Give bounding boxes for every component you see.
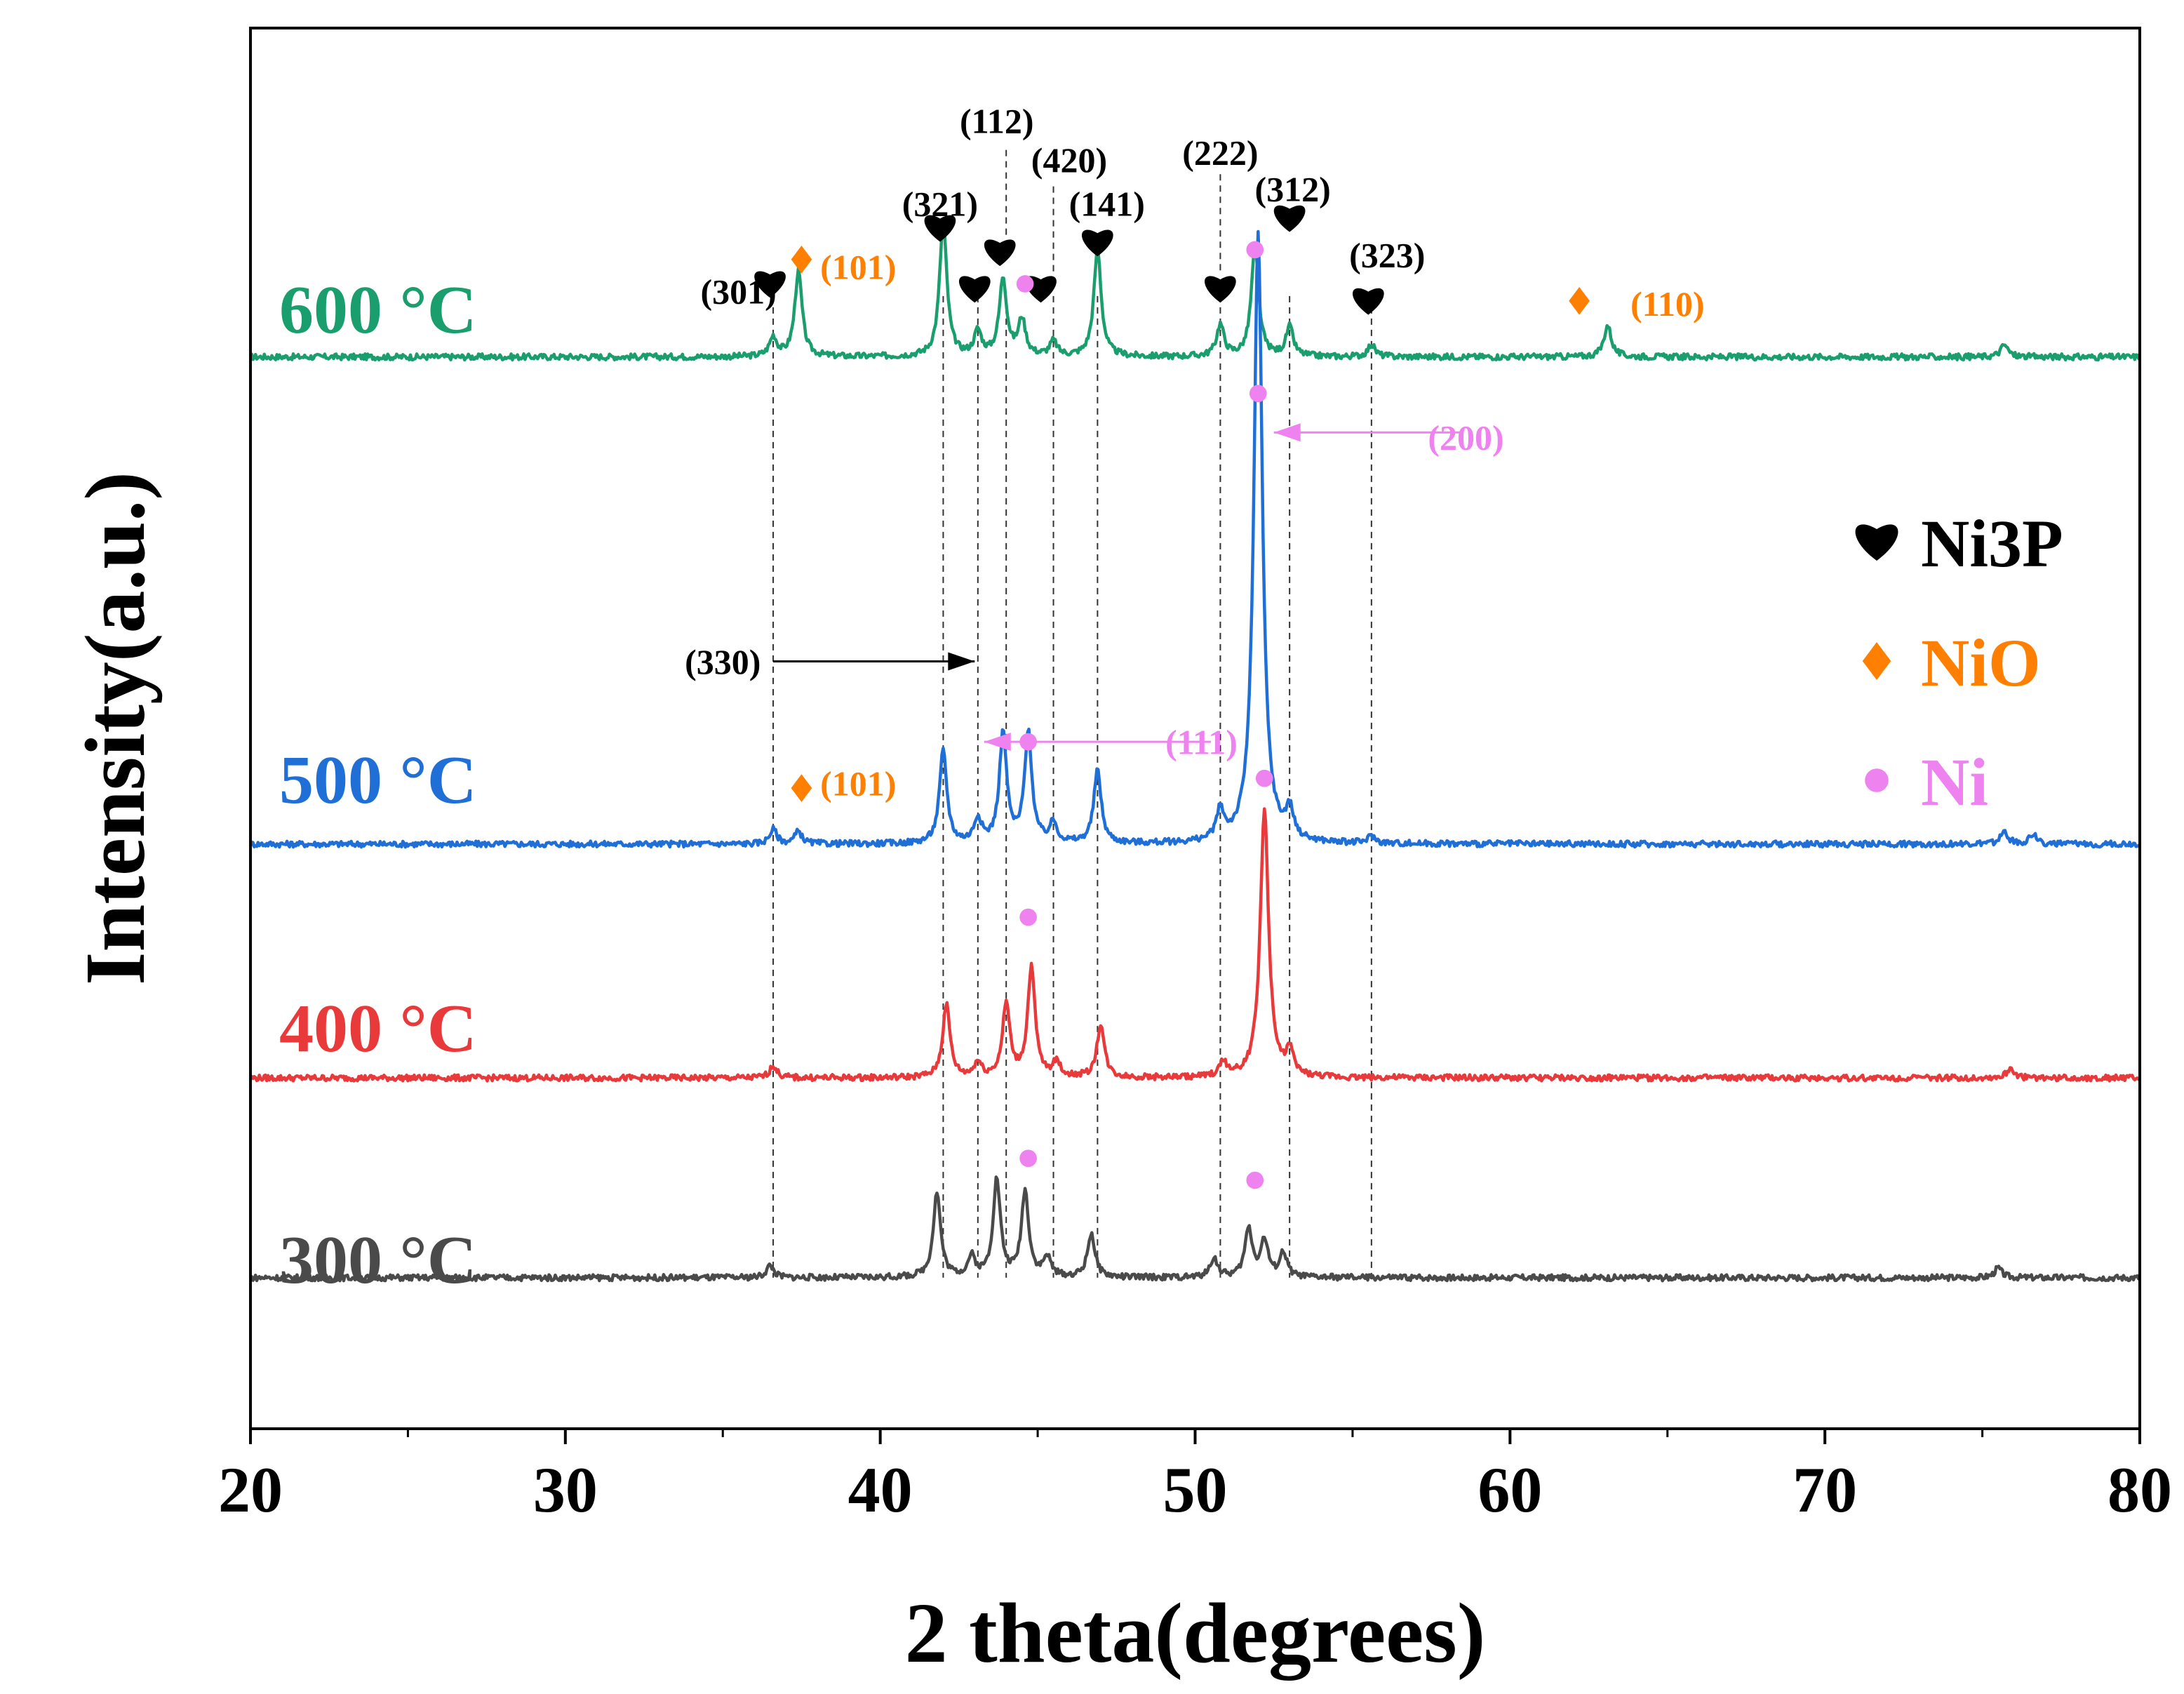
x-tick-label: 50 xyxy=(1163,1454,1228,1526)
axes-group: 20 30 40 50 60 70 80 xyxy=(218,1429,2172,1526)
ni3p-heart-marker xyxy=(984,239,1016,267)
ni3p-heart-marker xyxy=(1855,524,1898,561)
ni3p-heart-marker xyxy=(924,215,956,242)
miller-index-label: (110) xyxy=(1630,284,1705,324)
miller-index-label: (101) xyxy=(820,764,896,803)
series-labels-group: 600 °C 500 °C 400 °C 300 °C xyxy=(279,272,476,1298)
series-line-600 xyxy=(250,220,2141,362)
series-label: 600 °C xyxy=(279,272,476,348)
arrow-head xyxy=(984,733,1011,752)
ni-dot-marker xyxy=(1246,241,1264,259)
arrows-group xyxy=(773,423,1463,752)
nio-diamond-marker xyxy=(1569,286,1590,315)
series-label: 300 °C xyxy=(279,1222,476,1298)
miller-index-label: (420) xyxy=(1031,140,1107,180)
miller-index-label: (321) xyxy=(902,184,978,223)
ni-dot-marker xyxy=(1019,1149,1037,1168)
series-group xyxy=(248,220,2141,1283)
markers-group xyxy=(754,205,1590,1189)
y-axis-label: Intensity(a.u.) xyxy=(68,472,163,985)
ni-dot-marker xyxy=(1019,908,1037,926)
x-tick-label: 20 xyxy=(218,1454,283,1526)
miller-index-label: (111) xyxy=(1165,723,1238,762)
ni3p-heart-marker xyxy=(1205,276,1236,303)
series-line-500 xyxy=(248,229,2141,849)
ni3p-heart-marker xyxy=(1082,229,1113,257)
x-tick-label: 60 xyxy=(1478,1454,1542,1526)
arrow-head xyxy=(1273,423,1301,442)
ni3p-heart-marker xyxy=(1273,205,1306,232)
ni3p-heart-marker xyxy=(754,271,786,298)
x-tick-label: 70 xyxy=(1793,1454,1857,1526)
miller-index-label: (222) xyxy=(1182,133,1258,173)
x-tick-label: 30 xyxy=(533,1454,598,1526)
nio-diamond-marker xyxy=(791,245,812,274)
ni3p-heart-marker xyxy=(1353,288,1384,315)
arrow-head xyxy=(948,652,975,671)
miller-index-label: (323) xyxy=(1349,235,1425,274)
x-tick-label: 80 xyxy=(2108,1454,2172,1526)
legend-label: Ni xyxy=(1921,745,1988,820)
miller-index-label: (112) xyxy=(960,101,1034,140)
miller-index-label: (200) xyxy=(1428,418,1503,458)
ni-dot-marker xyxy=(1016,275,1034,293)
annotations-group: (301)(101)(321)(112)(420)(141)(222)(312)… xyxy=(685,101,1704,803)
series-line-400 xyxy=(249,807,2141,1083)
series-line-300 xyxy=(250,1175,2141,1283)
legend: Ni3P NiO Ni xyxy=(1855,506,2063,820)
nio-diamond-marker xyxy=(1862,642,1891,680)
reference-lines xyxy=(772,149,1372,1278)
ni3p-heart-marker xyxy=(958,276,991,303)
series-label: 400 °C xyxy=(279,991,476,1067)
ni-dot-marker xyxy=(1865,768,1889,792)
miller-index-label: (312) xyxy=(1254,170,1330,209)
nio-diamond-marker xyxy=(791,774,812,802)
x-axis-label: 2 theta(degrees) xyxy=(905,1586,1486,1681)
ni-dot-marker xyxy=(1019,733,1037,751)
legend-label: NiO xyxy=(1921,625,2041,700)
legend-label: Ni3P xyxy=(1921,506,2063,581)
x-tick-label: 40 xyxy=(848,1454,913,1526)
ni-dot-marker xyxy=(1249,385,1267,403)
miller-index-label: (330) xyxy=(685,642,761,681)
series-label: 500 °C xyxy=(279,742,476,818)
miller-index-label: (141) xyxy=(1069,184,1145,223)
miller-index-label: (301) xyxy=(701,272,777,311)
ni-dot-marker xyxy=(1246,1171,1264,1189)
ni-dot-marker xyxy=(1255,769,1273,787)
miller-index-label: (101) xyxy=(820,248,896,287)
